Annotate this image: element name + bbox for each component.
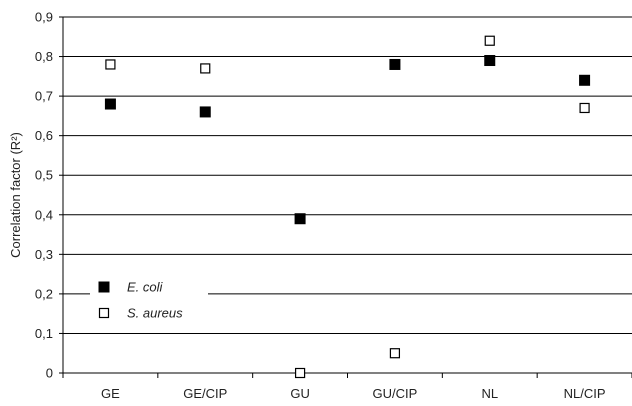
y-tick-label: 0,5 [35, 168, 53, 183]
y-tick-label: 0 [46, 366, 53, 381]
x-tick-label: GU/CIP [373, 386, 418, 401]
x-tick-label: NL/CIP [564, 386, 606, 401]
y-tick-label: 0,3 [35, 247, 53, 262]
y-tick-label: 0,1 [35, 326, 53, 341]
x-tick-label: GE [101, 386, 120, 401]
e-coli-point [294, 213, 306, 225]
y-tick-label: 0,2 [35, 286, 53, 301]
x-tick-labels: GE GE/CIP GU GU/CIP NL NL/CIP [101, 386, 606, 401]
s-aureus-point [200, 63, 211, 74]
e-coli-point [199, 106, 211, 118]
y-tick-labels: 0 0,1 0,2 0,3 0,4 0,5 0,6 0,7 0,8 0,9 [35, 10, 53, 381]
e-coli-legend-marker [98, 281, 110, 293]
e-coli-point [389, 58, 401, 70]
s-aureus-point [294, 367, 306, 379]
s-aureus-point [105, 59, 116, 70]
x-tick-label: NL [481, 386, 498, 401]
e-coli-point [484, 55, 496, 67]
s-aureus-point [389, 348, 401, 359]
s-aureus-point [579, 102, 590, 114]
legend: E. coli S. aureus [98, 280, 183, 321]
s-aureus-legend-marker [98, 307, 110, 319]
e-coli-legend-label: E. coli [127, 280, 164, 295]
e-coli-point [579, 74, 591, 86]
axis-layer [59, 16, 632, 378]
y-tick-label: 0,4 [35, 207, 53, 222]
grid-layer [63, 16, 632, 334]
y-tick-label: 0,9 [35, 10, 53, 25]
y-tick-label: 0,7 [35, 89, 53, 104]
data-markers [104, 35, 591, 379]
x-tick-label: GE/CIP [183, 386, 227, 401]
y-axis-title: Correlation factor (R²) [8, 132, 23, 258]
y-tick-label: 0,8 [35, 49, 53, 64]
y-tick-label: 0,6 [35, 128, 53, 143]
s-aureus-point [484, 35, 495, 46]
x-tick-label: GU [290, 386, 310, 401]
e-coli-point [104, 98, 116, 110]
s-aureus-legend-label: S. aureus [127, 306, 183, 321]
